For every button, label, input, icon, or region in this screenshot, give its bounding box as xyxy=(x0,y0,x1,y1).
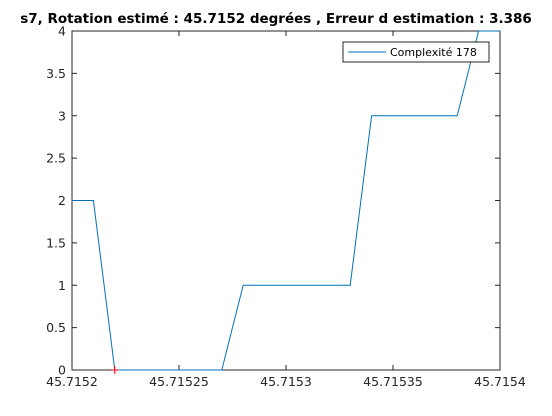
series-point xyxy=(477,30,479,32)
series-point xyxy=(435,115,437,117)
series-point xyxy=(370,115,372,117)
marker-layer xyxy=(110,366,119,374)
y-tick-label: 3 xyxy=(58,108,66,123)
series-point xyxy=(135,369,137,371)
x-tick-label: 45.7153 xyxy=(260,374,312,389)
axes-box xyxy=(71,30,501,371)
y-tick-label: 3.5 xyxy=(46,66,66,81)
series-point xyxy=(413,115,415,117)
series-point xyxy=(285,284,287,286)
series-point xyxy=(306,284,308,286)
series-point xyxy=(178,369,180,371)
chart-title: s7, Rotation estimé : 45.7152 degrées , … xyxy=(20,11,532,27)
x-tick-label: 45.71535 xyxy=(363,374,423,389)
series-point xyxy=(221,369,223,371)
y-tick-label: 2.5 xyxy=(46,151,66,166)
series-point xyxy=(328,284,330,286)
legend-label: Complexité 178 xyxy=(390,46,477,59)
series-point xyxy=(92,199,94,201)
series-point xyxy=(392,115,394,117)
series-point xyxy=(456,115,458,117)
series-layer xyxy=(71,30,501,371)
series-point xyxy=(71,199,73,201)
y-tick-label: 1.5 xyxy=(46,235,66,250)
y-tick-label: 0 xyxy=(58,363,66,378)
estimate-marker xyxy=(110,366,119,374)
y-axis: 0 0.5 1 1.5 2 2.5 3 3.5 4 xyxy=(46,24,500,378)
x-tick-label: 45.71525 xyxy=(149,374,209,389)
plot-area: 45.7152 45.71525 45.7153 45.71535 45.7154 00… xyxy=(46,24,526,390)
series-point xyxy=(263,284,265,286)
y-tick-label: 1 xyxy=(58,278,66,293)
y-tick-label: 2 xyxy=(58,193,66,208)
y-tick-label: 4 xyxy=(58,24,66,39)
series-point xyxy=(499,30,501,32)
legend-box xyxy=(342,41,490,63)
series-point xyxy=(349,284,351,286)
series-point xyxy=(199,369,201,371)
legend: Complexité 178 xyxy=(342,41,490,63)
x-tick-label: 45.7152 xyxy=(46,374,98,389)
x-axis: 45.7152 45.71525 45.7153 45.71535 45.7154 xyxy=(46,31,526,389)
series-point xyxy=(156,369,158,371)
series-point xyxy=(242,284,244,286)
series-line xyxy=(72,30,500,371)
y-tick-label: 0.5 xyxy=(46,320,66,335)
x-tick-label: 45.7154 xyxy=(474,374,526,389)
